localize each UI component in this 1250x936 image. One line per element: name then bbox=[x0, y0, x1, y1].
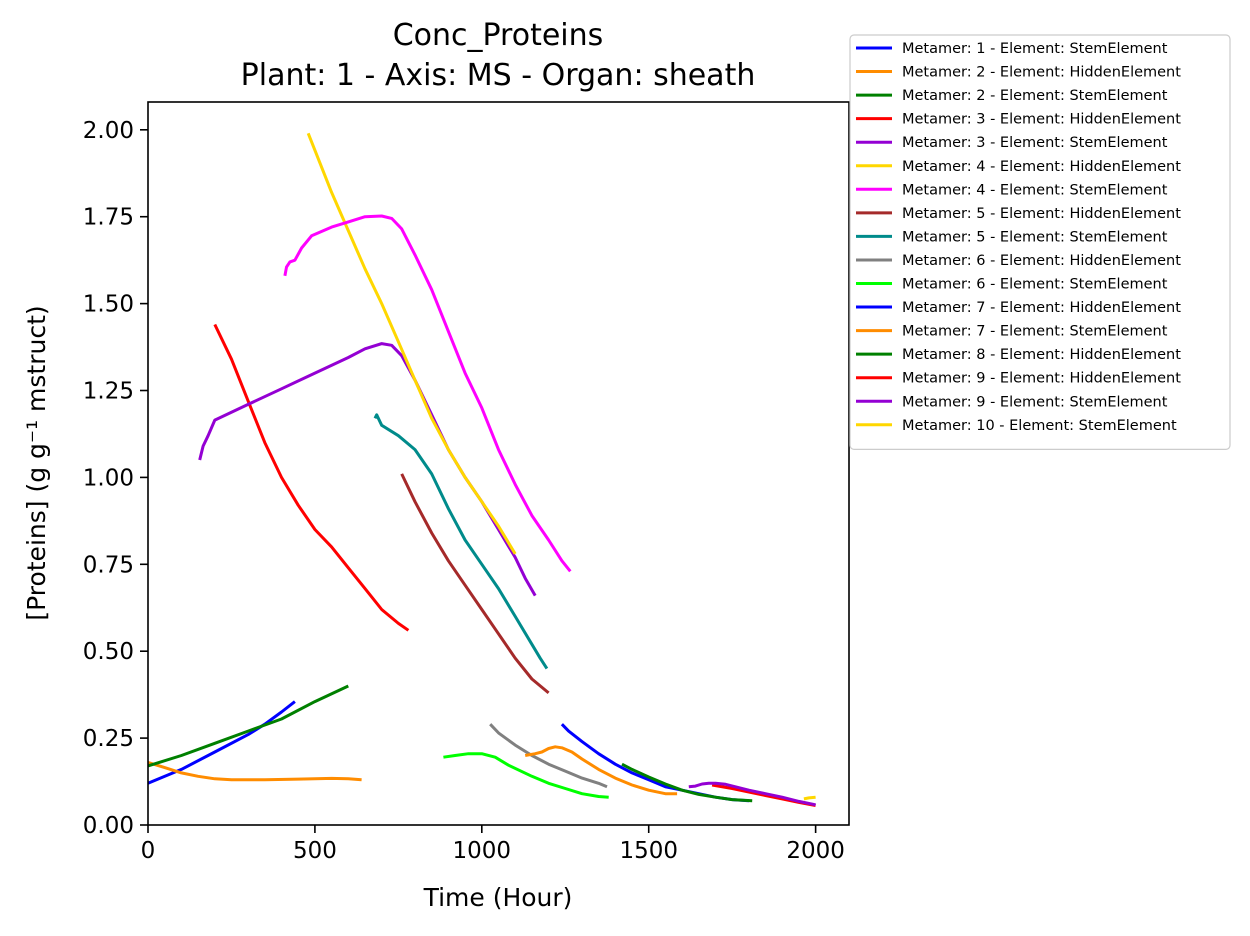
x-tick-label: 0 bbox=[141, 838, 156, 864]
legend-label-12: Metamer: 7 - Element: HiddenElement bbox=[902, 300, 1181, 316]
series-line-16 bbox=[688, 781, 816, 807]
y-tick-label: 1.75 bbox=[83, 205, 134, 231]
y-tick-label: 1.50 bbox=[83, 292, 134, 318]
legend-label-17: Metamer: 10 - Element: StemElement bbox=[902, 418, 1177, 434]
series-line-10 bbox=[489, 723, 608, 789]
legend: Metamer: 1 - Element: StemElement Metamer… bbox=[849, 34, 1231, 450]
series-line-7 bbox=[283, 214, 572, 573]
legend-label-10: Metamer: 6 - Element: HiddenElement bbox=[902, 253, 1181, 269]
series-line-6 bbox=[306, 132, 517, 555]
series-line-5 bbox=[198, 342, 537, 597]
series-line-8 bbox=[400, 473, 550, 695]
y-axis-ticks: 0.00 0.25 0.50 0.75 1.00 1.25 1.50 1.75 2.00 bbox=[83, 118, 148, 839]
y-axis-label: [Proteins] (g g⁻¹ mstruct) bbox=[22, 305, 51, 620]
legend-label-8: Metamer: 5 - Element: HiddenElement bbox=[902, 206, 1181, 222]
y-tick-label: 0.50 bbox=[83, 639, 134, 665]
series-line-17 bbox=[803, 795, 816, 801]
legend-label-15: Metamer: 9 - Element: HiddenElement bbox=[902, 371, 1181, 387]
series-line-1 bbox=[147, 700, 296, 785]
series-line-11 bbox=[443, 752, 609, 799]
x-axis-ticks: 0 500 1000 1500 2000 bbox=[141, 825, 845, 864]
plot-series-group bbox=[147, 132, 816, 807]
x-tick-label: 1500 bbox=[619, 838, 678, 864]
legend-label-3: Metamer: 2 - Element: StemElement bbox=[902, 88, 1168, 104]
plot-frame bbox=[147, 101, 850, 826]
legend-label-5: Metamer: 3 - Element: StemElement bbox=[902, 135, 1168, 151]
legend-label-16: Metamer: 9 - Element: StemElement bbox=[902, 394, 1168, 410]
x-tick-label: 2000 bbox=[786, 838, 845, 864]
x-tick-label: 500 bbox=[293, 838, 337, 864]
series-line-4 bbox=[213, 323, 410, 632]
chart-title: Conc_Proteins bbox=[393, 18, 604, 53]
legend-label-9: Metamer: 5 - Element: StemElement bbox=[902, 229, 1168, 245]
y-tick-label: 0.00 bbox=[83, 813, 134, 839]
legend-label-4: Metamer: 3 - Element: HiddenElement bbox=[902, 112, 1181, 128]
series-line-14 bbox=[621, 762, 753, 803]
y-tick-label: 2.00 bbox=[83, 118, 134, 144]
x-tick-label: 1000 bbox=[453, 838, 512, 864]
legend-label-7: Metamer: 4 - Element: StemElement bbox=[902, 182, 1168, 198]
y-tick-label: 1.25 bbox=[83, 379, 134, 405]
legend-label-11: Metamer: 6 - Element: StemElement bbox=[902, 277, 1168, 293]
legend-label-2: Metamer: 2 - Element: HiddenElement bbox=[902, 65, 1181, 81]
legend-label-13: Metamer: 7 - Element: StemElement bbox=[902, 324, 1168, 340]
y-tick-label: 0.75 bbox=[83, 552, 134, 578]
legend-box bbox=[849, 34, 1231, 450]
x-axis-label: Time (Hour) bbox=[423, 883, 573, 912]
legend-label-6: Metamer: 4 - Element: HiddenElement bbox=[902, 159, 1181, 175]
legend-label-14: Metamer: 8 - Element: HiddenElement bbox=[902, 347, 1181, 363]
legend-label-1: Metamer: 1 - Element: StemElement bbox=[902, 41, 1168, 57]
y-tick-label: 1.00 bbox=[83, 465, 134, 491]
y-tick-label: 0.25 bbox=[83, 726, 134, 752]
series-line-9 bbox=[373, 413, 549, 670]
series-line-3 bbox=[147, 684, 349, 768]
chart-subtitle: Plant: 1 - Axis: MS - Organ: sheath bbox=[241, 58, 756, 93]
series-line-13 bbox=[524, 745, 678, 796]
series-line-2 bbox=[147, 760, 362, 782]
